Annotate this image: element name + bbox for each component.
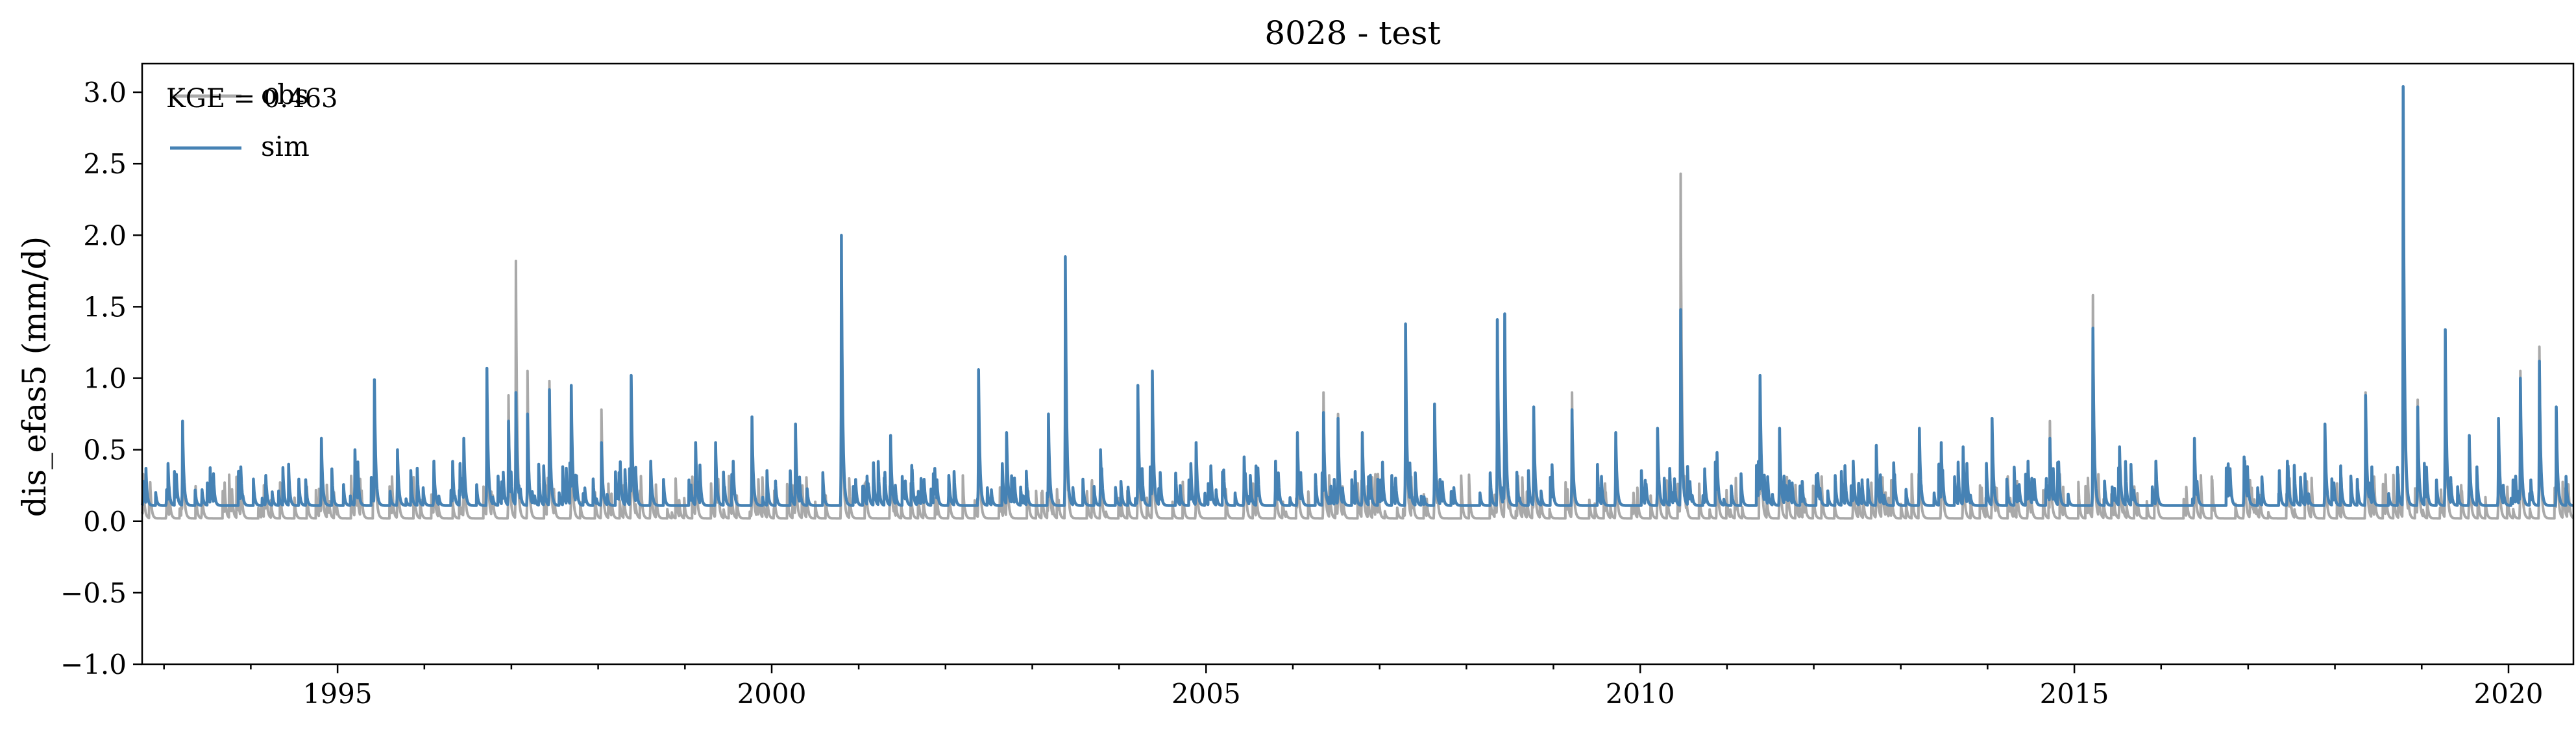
plot-area: −1.0 −0.5 0.0 0.5 1.0 1.5 2.0 2.5 3.0 1995 2000 20… [60,62,2575,710]
y-tick-label: −1.0 [60,649,127,680]
x-tick-label: 2000 [737,678,807,710]
chart-title: 8028 - test [1264,14,1440,52]
y-axis: −1.0 −0.5 0.0 0.5 1.0 1.5 2.0 2.5 3.0 [60,77,142,680]
x-tick-label: 2015 [2040,678,2109,710]
legend-label-obs: obs [261,79,309,110]
series-line-obs [141,134,2575,520]
series-line-sim [140,84,2575,507]
y-tick-label: 0.0 [83,506,127,538]
y-tick-label: 1.5 [83,291,127,323]
legend-label-sim: sim [261,131,310,162]
x-tick-label: 2010 [1606,678,1675,710]
y-tick-label: 1.0 [83,363,127,395]
plot-frame [141,62,2575,666]
legend: obs sim [170,79,310,162]
series-layer [140,84,2575,520]
kge-annotation: KGE = 0.463 [166,84,338,114]
x-axis: 1995 2000 2005 2010 2015 2020 [163,664,2544,710]
y-axis-label: dis_efas5 (mm/d) [16,236,53,517]
x-tick-label: 1995 [303,678,373,710]
y-tick-label: 0.5 [83,434,127,466]
y-tick-label: 2.0 [83,219,127,251]
x-tick-label: 2020 [2474,678,2544,710]
y-tick-label: −0.5 [60,577,127,609]
y-tick-label: 2.5 [83,148,127,180]
y-tick-label: 3.0 [83,77,127,108]
x-tick-label: 2005 [1171,678,1241,710]
